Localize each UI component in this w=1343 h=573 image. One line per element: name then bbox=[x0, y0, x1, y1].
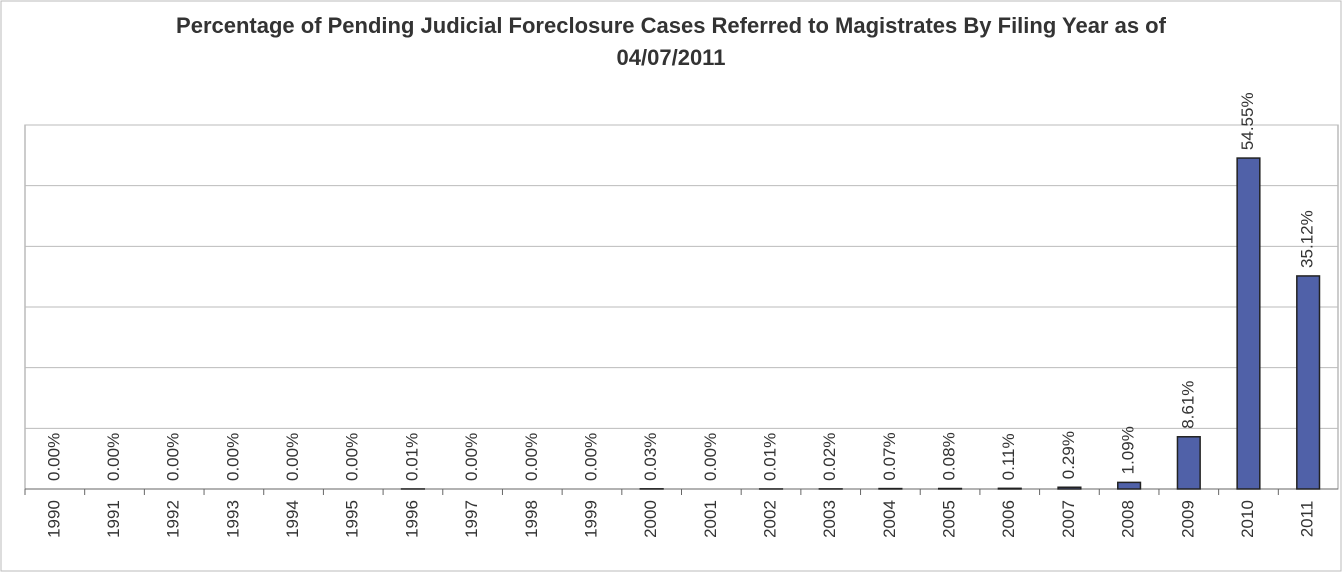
data-label: 0.00% bbox=[104, 433, 123, 481]
data-label: 0.03% bbox=[641, 433, 660, 481]
x-tick-label: 2000 bbox=[641, 500, 660, 538]
x-tick-label: 2011 bbox=[1298, 501, 1317, 538]
data-label: 0.00% bbox=[581, 433, 600, 481]
data-label: 0.00% bbox=[283, 433, 302, 481]
x-tick-label: 1993 bbox=[223, 500, 242, 538]
data-label: 0.01% bbox=[761, 433, 780, 481]
x-tick-label: 2003 bbox=[820, 500, 839, 538]
x-tick-label: 1990 bbox=[44, 500, 63, 538]
x-tick-label: 1994 bbox=[283, 500, 302, 538]
bar bbox=[1236, 157, 1261, 490]
x-tick-label: 1998 bbox=[522, 500, 541, 538]
x-tick-label: 1999 bbox=[581, 500, 600, 538]
data-label: 0.00% bbox=[44, 433, 63, 481]
x-tick-label: 2002 bbox=[761, 500, 780, 538]
bar bbox=[1117, 481, 1142, 490]
bar bbox=[1296, 275, 1321, 490]
data-label: 0.02% bbox=[820, 433, 839, 481]
x-tick-label: 2001 bbox=[701, 500, 720, 538]
data-label: 8.61% bbox=[1178, 381, 1197, 429]
data-label: 1.09% bbox=[1119, 426, 1138, 474]
x-tick-label: 2004 bbox=[880, 500, 899, 538]
data-label: 0.00% bbox=[462, 433, 481, 481]
bar bbox=[1057, 486, 1082, 490]
x-tick-label: 1996 bbox=[402, 500, 421, 538]
bar bbox=[997, 487, 1022, 490]
x-tick-label: 2008 bbox=[1119, 500, 1138, 538]
x-tick-label: 1991 bbox=[104, 500, 123, 538]
data-label: 0.00% bbox=[343, 433, 362, 481]
bar bbox=[1176, 436, 1201, 490]
data-label: 0.00% bbox=[223, 433, 242, 481]
data-label: 35.12% bbox=[1298, 210, 1317, 268]
x-tick-label: 2009 bbox=[1178, 500, 1197, 538]
x-tick-label: 2005 bbox=[940, 500, 959, 538]
data-label: 0.00% bbox=[522, 433, 541, 481]
x-tick-label: 2007 bbox=[1059, 500, 1078, 538]
x-tick-label: 2006 bbox=[999, 500, 1018, 538]
data-label: 0.00% bbox=[164, 433, 183, 481]
x-tick-label: 1995 bbox=[343, 500, 362, 538]
data-label: 0.29% bbox=[1059, 431, 1078, 479]
x-tick-label: 1997 bbox=[462, 500, 481, 538]
data-label: 0.00% bbox=[701, 433, 720, 481]
data-label: 0.07% bbox=[880, 432, 899, 480]
x-tick-label: 2010 bbox=[1238, 500, 1257, 538]
data-label: 0.11% bbox=[999, 433, 1018, 480]
data-label: 54.55% bbox=[1238, 92, 1257, 150]
data-label: 0.08% bbox=[940, 432, 959, 480]
x-tick-label: 1992 bbox=[164, 500, 183, 538]
data-label: 0.01% bbox=[402, 433, 421, 481]
chart-title: Percentage of Pending Judicial Foreclosu… bbox=[176, 13, 1166, 70]
